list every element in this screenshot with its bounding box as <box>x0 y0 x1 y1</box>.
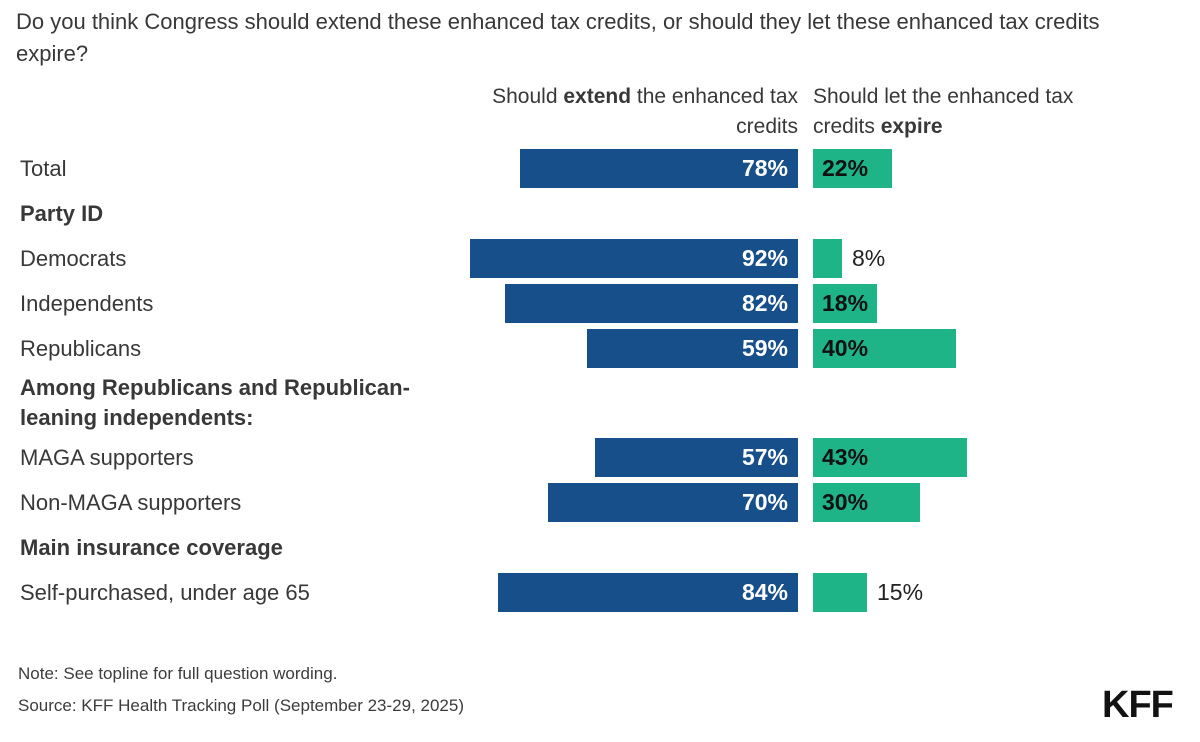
extend-bar-zone: 57% <box>438 438 798 477</box>
section-header-row: Party ID <box>0 191 1200 236</box>
extend-bar-zone: 82% <box>438 284 798 323</box>
expire-bar: 22% <box>813 149 892 188</box>
chart-rows: Total 78% 22% Party ID Democrats 92% 8% Indepen… <box>0 146 1200 615</box>
extend-bar-zone: 92% <box>438 239 798 278</box>
extend-bar: 57% <box>595 438 798 477</box>
expire-bar-zone: 22% <box>813 149 892 188</box>
extend-value-label: 82% <box>741 290 788 316</box>
source-text: Source: KFF Health Tracking Poll (Septem… <box>18 696 464 715</box>
table-row: Democrats 92% 8% <box>0 236 1200 281</box>
extend-bar: 84% <box>498 573 798 612</box>
extend-value-label: 92% <box>741 245 788 271</box>
column-header-extend-line1: Should extend the enhanced tax <box>492 85 798 108</box>
kff-logo: KFF <box>1102 684 1174 726</box>
expire-value-label: 8% <box>852 245 886 271</box>
expire-value-label: 40% <box>822 335 869 361</box>
extend-bar: 92% <box>470 239 798 278</box>
expire-bar: 43% <box>813 438 967 477</box>
section-header-row: Among Republicans and Republican-leaning… <box>0 371 1200 435</box>
row-label: MAGA supporters <box>20 444 194 470</box>
extend-bar: 78% <box>520 149 798 188</box>
extend-bar: 70% <box>548 483 798 522</box>
table-row: Non-MAGA supporters 70% 30% <box>0 480 1200 525</box>
expire-bar-zone: 40% <box>813 329 956 368</box>
row-label: Non-MAGA supporters <box>20 489 242 515</box>
expire-bar-zone: 8% <box>813 239 885 278</box>
page-title: Do you think Congress should extend thes… <box>16 9 1100 66</box>
expire-bar <box>813 573 867 612</box>
section-header-label: Main insurance coverage <box>20 534 283 560</box>
expire-bar-zone: 15% <box>813 573 923 612</box>
extend-bar: 59% <box>587 329 798 368</box>
extend-value-label: 84% <box>741 579 788 605</box>
section-header-label: Among Republicans and Republican-leaning… <box>20 375 410 430</box>
column-header-extend-line2: credits <box>736 115 798 138</box>
column-header-expire-line1: Should let the enhanced tax <box>813 85 1074 108</box>
column-header-expire-line2: credits expire <box>813 115 943 138</box>
expire-value-label: 43% <box>822 444 869 470</box>
expire-bar-zone: 43% <box>813 438 967 477</box>
table-row: Republicans 59% 40% <box>0 326 1200 371</box>
row-label: Total <box>20 155 67 181</box>
extend-bar-zone: 70% <box>438 483 798 522</box>
row-label: Democrats <box>20 245 127 271</box>
section-header-label: Party ID <box>20 200 104 226</box>
table-row: Independents 82% 18% <box>0 281 1200 326</box>
table-row: Total 78% 22% <box>0 146 1200 191</box>
extend-bar-zone: 59% <box>438 329 798 368</box>
section-header-row: Main insurance coverage <box>0 525 1200 570</box>
extend-value-label: 59% <box>741 335 788 361</box>
expire-bar <box>813 239 842 278</box>
expire-bar: 18% <box>813 284 877 323</box>
row-label: Self-purchased, under age 65 <box>20 579 310 605</box>
column-header-extend: Should extend the enhanced tax credits <box>438 82 798 142</box>
extend-value-label: 57% <box>741 444 788 470</box>
expire-value-label: 30% <box>822 489 869 515</box>
expire-bar: 40% <box>813 329 956 368</box>
expire-value-label: 22% <box>822 155 869 181</box>
extend-bar-zone: 78% <box>438 149 798 188</box>
row-label: Republicans <box>20 335 142 361</box>
expire-value-label: 18% <box>822 290 869 316</box>
column-header-expire: Should let the enhanced tax credits expi… <box>813 82 1133 142</box>
extend-value-label: 78% <box>741 155 788 181</box>
extend-value-label: 70% <box>741 489 788 515</box>
extend-bar: 82% <box>505 284 798 323</box>
expire-bar-zone: 18% <box>813 284 877 323</box>
table-row: MAGA supporters 57% 43% <box>0 435 1200 480</box>
extend-bar-zone: 84% <box>438 573 798 612</box>
note-text: Note: See topline for full question word… <box>18 664 338 683</box>
expire-bar-zone: 30% <box>813 483 920 522</box>
row-label: Independents <box>20 290 154 316</box>
table-row: Self-purchased, under age 65 84% 15% <box>0 570 1200 615</box>
expire-value-label: 15% <box>877 579 924 605</box>
expire-bar: 30% <box>813 483 920 522</box>
